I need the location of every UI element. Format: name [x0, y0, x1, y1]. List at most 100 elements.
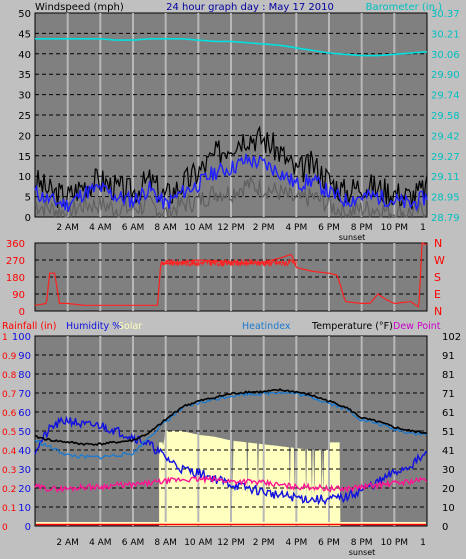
- x-tick-label: 10 PM: [381, 223, 409, 233]
- barometer-tick: 30.37: [431, 9, 460, 20]
- humidity-tick: 0: [25, 522, 31, 533]
- rainfall-tick: 0.3: [2, 466, 16, 476]
- rainfall-tick: 0.4: [2, 447, 17, 457]
- x-tick-label: 10 PM: [381, 538, 409, 548]
- compass-tick: W: [434, 254, 445, 267]
- compass-tick: E: [434, 288, 441, 301]
- windspeed-tick: 40: [18, 50, 31, 61]
- rainfall-tick: 0.5: [2, 428, 16, 438]
- barometer-tick: 29.11: [431, 172, 460, 183]
- sunset-label: sunset: [339, 233, 366, 242]
- temperature-tick: 10: [442, 503, 455, 514]
- barometer-tick: 30.06: [431, 50, 460, 61]
- rainfall-tick: 0.7: [2, 390, 16, 400]
- windspeed-tick: 5: [25, 193, 31, 204]
- solar-label: Solar: [118, 321, 142, 332]
- compass-tick: N: [434, 305, 442, 318]
- direction-tick: 0: [19, 307, 25, 318]
- temperature-tick: 30: [442, 465, 455, 476]
- direction-tick: 360: [6, 239, 25, 250]
- windspeed-tick: 10: [18, 172, 31, 183]
- x-tick-label: 10 AM: [184, 223, 212, 233]
- barometer-label: Barometer (in.): [366, 2, 442, 13]
- windspeed-label: Windspeed (mph): [35, 2, 124, 13]
- humidity-tick: 30: [18, 465, 31, 476]
- temperature-tick: 102: [442, 332, 461, 343]
- humidity-tick: 40: [18, 446, 31, 457]
- x-tick-label: 2 AM: [56, 223, 79, 233]
- wind-low-line: [34, 176, 428, 220]
- wind-barometer-panel: Windspeed (mph) 24 hour graph day : May …: [18, 2, 459, 242]
- windspeed-tick: 25: [18, 111, 31, 122]
- compass-tick: N: [434, 237, 442, 250]
- x-tick-label: 6 AM: [122, 538, 145, 548]
- humidity-tick: 50: [18, 427, 31, 438]
- wind-average-line: [34, 153, 428, 213]
- barometer-tick: 28.79: [431, 213, 460, 224]
- direction-tick: 90: [12, 290, 25, 301]
- windspeed-tick: 45: [18, 29, 31, 40]
- temperature-label: Temperature (°F): [311, 321, 393, 332]
- barometer-tick: 29.27: [431, 152, 460, 163]
- windspeed-tick: 30: [18, 91, 31, 102]
- humidity-tick: 80: [18, 370, 31, 381]
- barometer-tick: 29.74: [431, 91, 460, 102]
- temperature-tick: 41: [442, 446, 455, 457]
- humidity-label: Humidity %: [66, 321, 121, 332]
- rainfall-tick: 0.6: [2, 409, 17, 419]
- x-tick-label: 8 PM: [351, 538, 373, 548]
- x-tick-label: 4 AM: [89, 538, 112, 548]
- humidity-line: [34, 415, 428, 506]
- temperature-tick: 51: [442, 427, 455, 438]
- x-tick-label: 12 PM: [217, 538, 245, 548]
- heatindex-label: Heatindex: [242, 321, 291, 332]
- dewpoint-label: Dew Point: [393, 321, 441, 332]
- humidity-tick: 100: [12, 332, 31, 343]
- humidity-tick: 70: [18, 389, 31, 400]
- rainfall-baseline: [36, 522, 426, 525]
- x-tick-label: 8 PM: [351, 223, 373, 233]
- rainfall-tick: 0.1: [2, 504, 16, 514]
- solar-area: [159, 431, 341, 526]
- rainfall-label: Rainfall (in): [2, 321, 56, 332]
- barometer-line: [35, 37, 428, 57]
- temperature-tick: 81: [442, 370, 455, 381]
- x-tick-label: 2 AM: [56, 538, 79, 548]
- compass-tick: S: [434, 271, 441, 284]
- temperature-tick: 20: [442, 484, 455, 495]
- temperature-line: [34, 388, 428, 447]
- x-tick-label: 4 AM: [89, 223, 112, 233]
- x-tick-label: 4 PM: [285, 223, 307, 233]
- x-tick-label: 12 PM: [217, 223, 245, 233]
- barometer-tick: 29.42: [431, 131, 460, 142]
- heatindex-line: [34, 390, 428, 460]
- direction-tick: 180: [6, 273, 25, 284]
- x-tick-label: 10 AM: [184, 538, 212, 548]
- barometer-tick: 29.58: [431, 111, 460, 122]
- rainfall-tick: 0.2: [2, 485, 16, 495]
- x-tick-label: 1: [420, 538, 426, 548]
- humidity-tick: 60: [18, 408, 31, 419]
- temperature-tick: 91: [442, 351, 455, 362]
- windspeed-tick: 50: [18, 9, 31, 20]
- windspeed-tick: 0: [25, 213, 31, 224]
- windspeed-tick: 15: [18, 152, 31, 163]
- direction-tick: 270: [6, 256, 25, 267]
- sunset-label-bottom: sunset: [349, 548, 376, 557]
- x-tick-label: 8 AM: [154, 223, 177, 233]
- x-tick-label: 6 PM: [318, 223, 340, 233]
- dewpoint-line: [34, 474, 428, 494]
- wind-direction-scatter: [160, 258, 297, 268]
- graph-title: 24 hour graph day : May 17 2010: [166, 2, 334, 13]
- x-tick-label: 8 AM: [154, 538, 177, 548]
- barometer-tick: 29.90: [431, 70, 460, 81]
- rainfall-tick: 1: [2, 333, 8, 343]
- windspeed-tick: 20: [18, 131, 31, 142]
- x-tick-label: 2 PM: [253, 538, 275, 548]
- temperature-tick: 71: [442, 389, 455, 400]
- rainfall-tick: 0.8: [2, 371, 17, 381]
- humidity-tick: 10: [18, 503, 31, 514]
- x-tick-label: 6 AM: [122, 223, 145, 233]
